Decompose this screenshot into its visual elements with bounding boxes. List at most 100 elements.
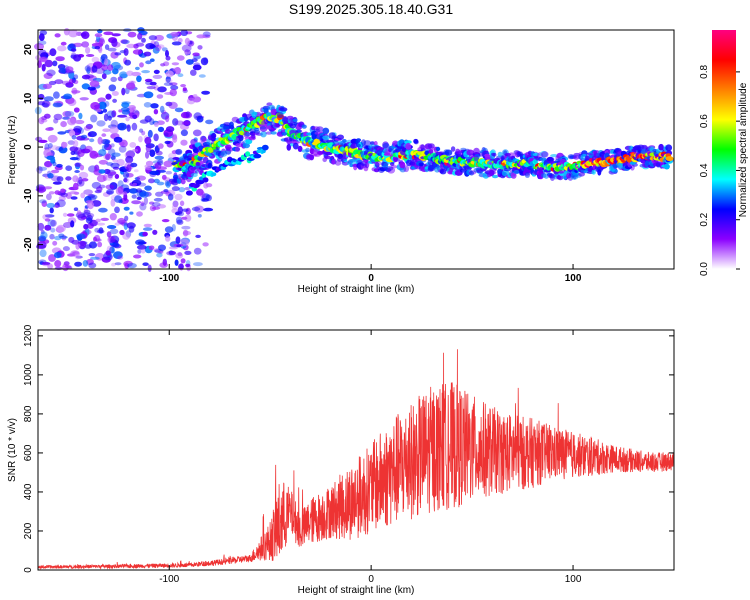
noise-cell xyxy=(169,82,178,86)
noise-cell xyxy=(49,207,54,214)
noise-cell xyxy=(98,149,107,157)
ridge-halo-cell xyxy=(497,151,503,157)
noise-cell xyxy=(38,33,45,41)
ridge-halo-cell xyxy=(180,178,186,185)
noise-cell xyxy=(37,222,45,231)
noise-cell xyxy=(43,96,54,102)
branch-cell xyxy=(261,144,269,151)
noise-cell xyxy=(123,222,128,230)
spectrogram-x-ticks: -100 0 100 xyxy=(159,264,582,284)
noise-cell xyxy=(174,259,179,266)
noise-cell xyxy=(150,103,159,109)
ridge-halo-cell xyxy=(507,152,516,159)
noise-cell xyxy=(117,217,126,225)
branch-cell xyxy=(245,151,251,157)
noise-cell xyxy=(35,136,43,142)
noise-cell xyxy=(148,35,158,41)
snr-y-label: SNR (10 * v/v) xyxy=(7,418,18,482)
noise-cell xyxy=(171,33,178,41)
noise-cell xyxy=(177,56,184,61)
ridge-halo-cell xyxy=(450,146,456,152)
noise-cell xyxy=(65,176,72,181)
noise-cell xyxy=(78,112,83,120)
noise-cell xyxy=(163,61,170,67)
noise-cell xyxy=(106,190,113,195)
noise-cell xyxy=(74,170,80,173)
ridge-halo-cell xyxy=(292,118,298,123)
noise-cell xyxy=(165,126,175,133)
ridge-halo-cell xyxy=(301,124,307,129)
noise-cell xyxy=(60,41,67,46)
noise-cell xyxy=(146,86,156,90)
noise-cell xyxy=(174,193,183,201)
noise-cell xyxy=(97,136,103,145)
ridge-halo-cell xyxy=(309,154,315,161)
noise-cell xyxy=(165,170,172,175)
noise-cell xyxy=(136,75,142,83)
ridge-halo-cell xyxy=(435,146,441,152)
noise-cell xyxy=(91,43,101,47)
noise-cell xyxy=(180,139,188,146)
noise-cell xyxy=(96,222,106,226)
noise-cell xyxy=(143,223,152,228)
ridge-core-cell xyxy=(665,156,674,162)
noise-cell xyxy=(109,246,115,254)
noise-cell xyxy=(180,258,186,264)
noise-cell xyxy=(45,127,54,131)
noise-cell xyxy=(42,83,53,90)
noise-cell xyxy=(149,81,157,86)
noise-cell xyxy=(70,150,76,156)
branch-cell xyxy=(256,149,262,154)
noise-cell xyxy=(169,88,177,97)
noise-cell xyxy=(178,263,184,270)
ridge-halo-cell xyxy=(223,122,231,127)
noise-cell xyxy=(157,126,165,133)
ridge-halo-cell xyxy=(251,111,258,119)
noise-cell xyxy=(160,63,166,67)
noise-cell xyxy=(181,216,188,220)
y-tick-label: 600 xyxy=(23,444,34,461)
spectrogram-y-ticks: -20 -10 0 10 20 xyxy=(23,44,43,252)
noise-cell xyxy=(179,200,185,207)
ridge-halo-cell xyxy=(611,169,618,173)
noise-cell xyxy=(129,188,138,194)
ridge-halo-cell xyxy=(259,125,268,132)
noise-cell xyxy=(132,114,138,120)
noise-cell xyxy=(124,215,129,222)
noise-cell xyxy=(59,67,67,74)
noise-cell xyxy=(95,218,101,223)
noise-cell xyxy=(171,224,176,232)
x-tick-label: 0 xyxy=(368,574,374,585)
noise-cell xyxy=(161,219,170,223)
noise-cell xyxy=(137,249,142,254)
noise-cell xyxy=(49,145,59,151)
noise-cell xyxy=(46,69,56,77)
noise-cell xyxy=(69,130,76,137)
branch-cell xyxy=(253,153,262,159)
noise-cell xyxy=(168,101,178,109)
noise-cell xyxy=(112,68,119,75)
noise-cell xyxy=(137,32,143,40)
ridge-halo-cell xyxy=(394,148,401,153)
noise-cell xyxy=(57,45,67,52)
noise-cell xyxy=(201,90,211,95)
ridge-halo-cell xyxy=(473,155,479,162)
noise-cell xyxy=(38,49,47,57)
ridge-halo-cell xyxy=(524,172,531,178)
noise-cell xyxy=(127,31,137,38)
noise-cell xyxy=(125,116,130,122)
ridge-halo-cell xyxy=(390,162,395,167)
noise-cell xyxy=(103,168,111,175)
noise-cell xyxy=(196,188,204,196)
noise-cell xyxy=(153,109,159,115)
noise-cell xyxy=(153,197,163,202)
noise-cell xyxy=(155,44,162,52)
noise-cell xyxy=(163,82,173,86)
noise-cell xyxy=(62,141,68,148)
noise-cell xyxy=(192,64,202,71)
noise-cell xyxy=(165,70,174,78)
y-tick-label: -20 xyxy=(23,237,34,252)
noise-cell xyxy=(47,219,56,227)
noise-cell xyxy=(165,55,171,61)
noise-cell xyxy=(77,179,85,187)
